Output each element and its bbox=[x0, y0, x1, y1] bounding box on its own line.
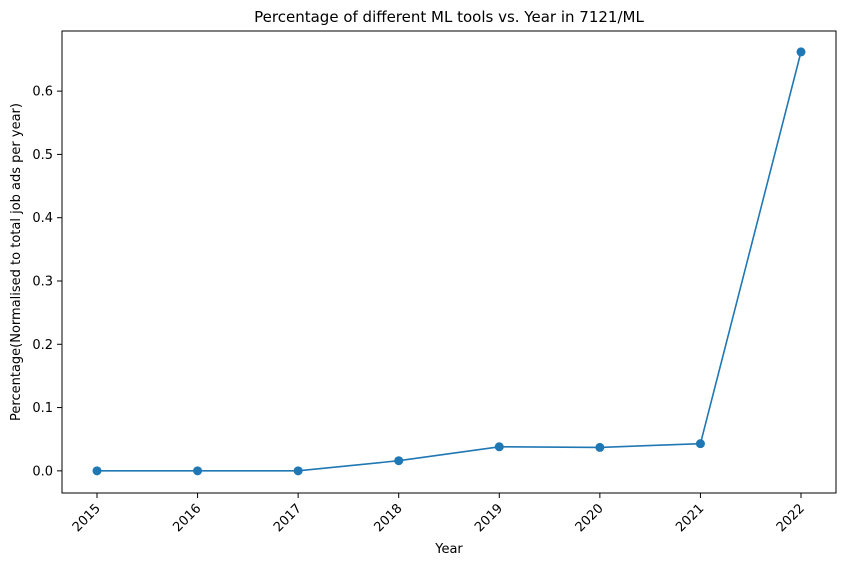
y-axis: 0.0 0.1 0.2 0.3 0.4 0.5 0.6 bbox=[32, 85, 62, 479]
y-tick-label: 0.3 bbox=[32, 274, 53, 289]
y-tick-label: 0.4 bbox=[32, 211, 53, 226]
data-point-2020 bbox=[595, 442, 605, 452]
y-tick-label: 0.1 bbox=[32, 401, 53, 416]
x-axis-title: Year bbox=[434, 542, 463, 557]
data-point-2015 bbox=[92, 466, 102, 476]
series-line bbox=[97, 51, 802, 472]
y-tick-label: 0.5 bbox=[32, 148, 53, 163]
data-series bbox=[92, 47, 806, 476]
data-point-2019 bbox=[494, 442, 504, 452]
y-axis-title: Percentage(Normalised to total job ads p… bbox=[9, 103, 24, 421]
plot-area-frame bbox=[61, 30, 837, 494]
y-tick-label: 0.6 bbox=[32, 85, 53, 100]
x-tick-label: 2018 bbox=[372, 501, 406, 535]
y-tick-label: 0.0 bbox=[32, 464, 53, 479]
x-tick-label: 2022 bbox=[774, 501, 808, 535]
data-point-2021 bbox=[695, 439, 705, 449]
y-tick-label: 0.2 bbox=[32, 338, 53, 353]
x-tick-label: 2016 bbox=[170, 501, 204, 535]
data-point-2016 bbox=[193, 466, 203, 476]
x-tick-label: 2015 bbox=[70, 501, 104, 535]
data-point-2018 bbox=[394, 456, 404, 466]
data-point-2017 bbox=[293, 466, 303, 476]
x-tick-label: 2021 bbox=[673, 501, 707, 535]
x-tick-label: 2017 bbox=[271, 501, 305, 535]
x-axis: 2015 2016 2017 2018 2019 2020 2021 2022 bbox=[70, 493, 808, 535]
x-tick-label: 2020 bbox=[573, 501, 607, 535]
data-point-2022 bbox=[796, 47, 806, 57]
x-tick-label: 2019 bbox=[472, 501, 506, 535]
chart-title: Percentage of different ML tools vs. Yea… bbox=[254, 8, 644, 26]
